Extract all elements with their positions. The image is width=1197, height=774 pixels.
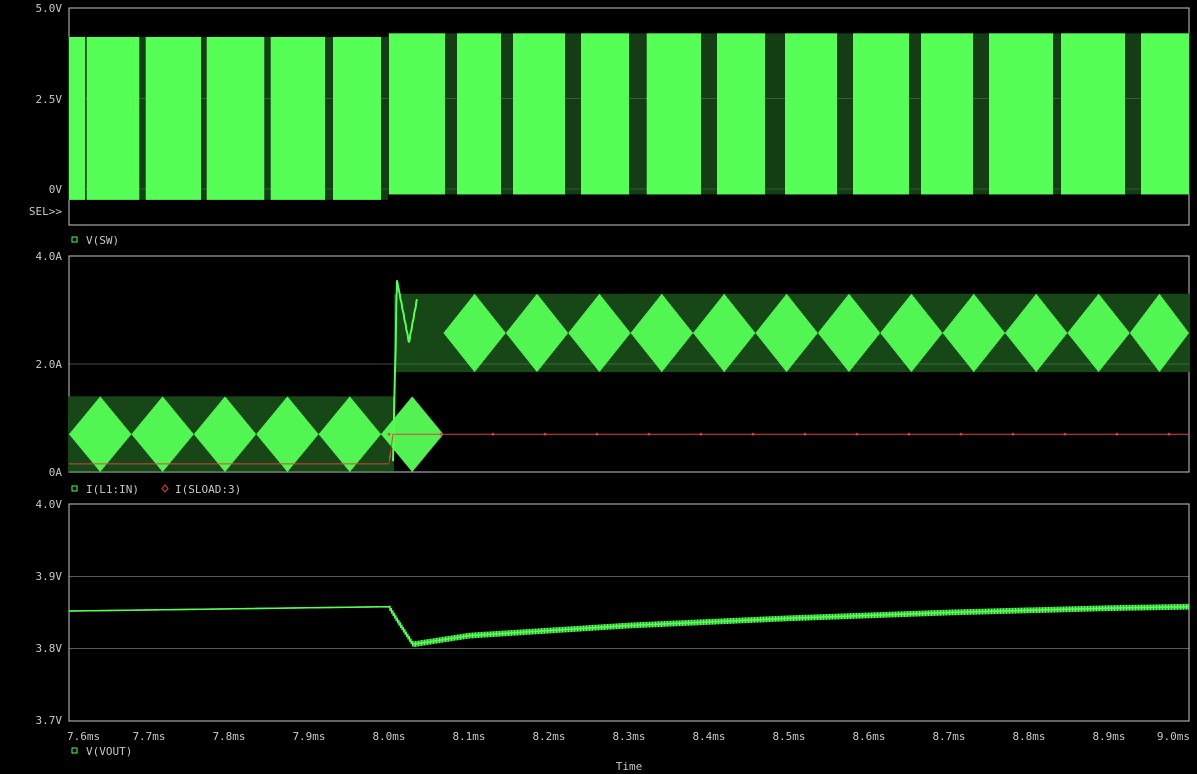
vsw-burst — [389, 33, 445, 195]
vsw-burst — [989, 33, 1053, 195]
xtick-label: 9.0ms — [1157, 730, 1190, 743]
sload-trace — [69, 433, 1189, 465]
vsw-burst — [206, 36, 265, 200]
ytick-vout-2: 3.8V — [36, 642, 63, 655]
vsw-burst — [513, 33, 565, 195]
xtick-label: 8.6ms — [852, 730, 885, 743]
tick-labels: 7.6ms 7.7ms 7.8ms 7.9ms 8.0ms 8.1ms 8.2ms 8.3ms… — [67, 730, 1190, 743]
vsw-burst — [270, 36, 325, 200]
sload-marker — [439, 432, 443, 436]
ytick-current-2: 0A — [49, 466, 63, 479]
ytick-vout-0: 4.0V — [36, 498, 63, 511]
xtick-label: 8.9ms — [1092, 730, 1125, 743]
ytick-current-0: 4.0A — [36, 250, 63, 263]
sload-marker — [855, 432, 859, 436]
legend-marker-diamond — [161, 484, 169, 493]
x-axis-title: Time — [616, 760, 643, 773]
legend-label-il1: I(L1:IN) — [86, 483, 139, 496]
vsw-burst — [853, 33, 909, 195]
vsw-burst — [1061, 33, 1125, 195]
vsw-burst — [333, 36, 381, 200]
sload-marker — [543, 432, 547, 436]
legend-label-vsw: V(SW) — [86, 234, 119, 247]
vsw-burst — [646, 33, 701, 195]
legend-current[interactable]: I(L1:IN) I(SLOAD:3) — [71, 483, 241, 496]
ytick-vsw-2: 0V — [49, 183, 63, 196]
legend-vsw[interactable]: V(SW) — [71, 234, 119, 247]
xtick-label: 8.5ms — [772, 730, 805, 743]
vsw-burst — [581, 33, 629, 195]
sel-label[interactable]: SEL>> — [29, 205, 62, 218]
sload-marker — [647, 432, 651, 436]
legend-marker-square — [71, 236, 78, 243]
vsw-burst — [86, 36, 140, 200]
sload-marker — [803, 432, 807, 436]
vsw-burst — [1141, 33, 1189, 195]
sload-marker — [1063, 432, 1067, 436]
ytick-vsw-1: 2.5V — [36, 93, 63, 106]
sload-marker — [595, 432, 599, 436]
xtick-label: 8.1ms — [452, 730, 485, 743]
sload-marker — [1115, 432, 1119, 436]
sload-marker — [1167, 432, 1171, 436]
legend-vout[interactable]: V(VOUT) — [71, 745, 132, 758]
ytick-vout-3: 3.7V — [36, 714, 63, 727]
sload-marker — [387, 432, 391, 436]
legend-marker-square — [71, 485, 78, 492]
ytick-vout-1: 3.9V — [36, 570, 63, 583]
vsw-burst — [145, 36, 201, 200]
xtick-label: 7.7ms — [132, 730, 165, 743]
xtick-label: 7.6ms — [67, 730, 100, 743]
vsw-burst — [785, 33, 837, 195]
xtick-label: 8.8ms — [1012, 730, 1045, 743]
sload-marker — [1011, 432, 1015, 436]
traces — [68, 33, 1190, 648]
vsw-burst — [717, 33, 765, 195]
sload-marker — [751, 432, 755, 436]
vsw-burst — [69, 36, 85, 200]
legend-label-sload: I(SLOAD:3) — [175, 483, 241, 496]
sload-marker — [959, 432, 963, 436]
sload-marker — [907, 432, 911, 436]
xtick-label: 8.4ms — [692, 730, 725, 743]
il1-overshoot — [392, 280, 418, 462]
vsw-burst — [457, 33, 501, 195]
xtick-label: 8.3ms — [612, 730, 645, 743]
plot-frame-vout — [68, 503, 1190, 722]
sload-marker — [699, 432, 703, 436]
sload-marker — [491, 432, 495, 436]
xtick-label: 8.2ms — [532, 730, 565, 743]
il1-envelope — [69, 293, 1189, 472]
ytick-vsw-0: 5.0V — [36, 2, 63, 15]
xtick-label: 8.0ms — [372, 730, 405, 743]
legend-marker-square — [71, 747, 78, 754]
xtick-label: 8.7ms — [932, 730, 965, 743]
xtick-label: 7.9ms — [292, 730, 325, 743]
xtick-label: 7.8ms — [212, 730, 245, 743]
ytick-current-1: 2.0A — [36, 358, 63, 371]
legend-label-vout: V(VOUT) — [86, 745, 132, 758]
vout-centerline — [68, 605, 1190, 646]
vsw-burst — [921, 33, 973, 195]
